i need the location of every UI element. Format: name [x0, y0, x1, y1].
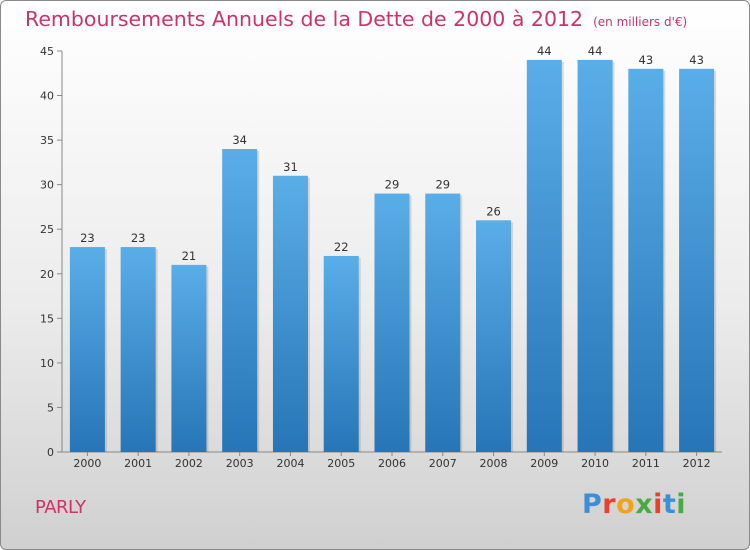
bar-value-label: 34 — [232, 133, 247, 147]
x-tick-label: 2002 — [175, 457, 203, 470]
bar — [577, 59, 613, 453]
x-tick-label: 2005 — [327, 457, 355, 470]
logo-letter: i — [676, 489, 687, 520]
bar — [222, 149, 258, 452]
bar — [69, 247, 105, 452]
bar-value-label: 31 — [283, 160, 298, 174]
x-tick-label: 2001 — [124, 457, 152, 470]
chart-subtitle: (en milliers d'€) — [593, 15, 688, 29]
y-tick-label: 15 — [40, 312, 54, 325]
x-tick-label: 2000 — [73, 457, 101, 470]
bar — [628, 68, 664, 453]
bar — [679, 68, 715, 453]
bar-value-label: 22 — [334, 240, 349, 254]
x-tick-label: 2006 — [378, 457, 406, 470]
logo-letter: r — [602, 489, 617, 520]
bar — [120, 247, 156, 452]
y-tick-label: 10 — [40, 357, 54, 370]
logo-letter: P — [582, 489, 603, 520]
bar — [476, 220, 512, 452]
axes: 0 5 10 15 20 25 30 35 40 45 2000 2001 2002 2003 2004 20… — [40, 45, 722, 470]
bar — [526, 59, 562, 453]
commune-name: PARLY — [35, 497, 86, 518]
y-tick-label: 40 — [40, 90, 54, 103]
x-tick-label: 2003 — [226, 457, 254, 470]
logo-letter: t — [662, 489, 677, 520]
y-tick-label: 20 — [40, 268, 54, 281]
bar-value-label: 23 — [131, 231, 146, 245]
bar-value-label: 21 — [182, 249, 197, 263]
proxiti-logo: Proxiti — [582, 489, 686, 520]
x-tick-label: 2012 — [683, 457, 711, 470]
bar-value-label: 29 — [435, 178, 450, 192]
x-tick-label: 2004 — [276, 457, 304, 470]
y-tick-label: 5 — [47, 401, 54, 414]
bar — [374, 193, 410, 453]
bar — [171, 264, 207, 452]
bar — [323, 255, 359, 452]
y-tick-label: 25 — [40, 223, 54, 236]
bar-value-label: 23 — [80, 231, 95, 245]
chart-title-text: Remboursements Annuels de la Dette de 20… — [25, 7, 584, 31]
logo-letter: o — [616, 489, 636, 520]
bar-value-label: 44 — [588, 44, 603, 58]
logo-letter: x — [635, 489, 654, 520]
x-tick-label: 2010 — [581, 457, 609, 470]
x-tick-label: 2011 — [632, 457, 660, 470]
y-tick-label: 30 — [40, 179, 54, 192]
bar-value-label: 44 — [537, 44, 552, 58]
bars: 23 23 21 34 31 22 29 29 26 44 44 43 43 — [69, 44, 717, 453]
logo-letter: i — [653, 489, 663, 520]
x-tick-label: 2008 — [480, 457, 508, 470]
y-tick-label: 0 — [47, 446, 54, 459]
bar-value-label: 26 — [486, 204, 501, 218]
bar-value-label: 43 — [689, 53, 704, 67]
bar — [272, 175, 308, 452]
chart-title: Remboursements Annuels de la Dette de 20… — [25, 7, 687, 31]
y-tick-label: 45 — [40, 45, 54, 58]
y-tick-label: 35 — [40, 134, 54, 147]
bar — [425, 193, 461, 453]
x-tick-label: 2009 — [530, 457, 558, 470]
bar-value-label: 29 — [385, 178, 400, 192]
x-tick-label: 2007 — [429, 457, 457, 470]
bar-value-label: 43 — [639, 53, 654, 67]
